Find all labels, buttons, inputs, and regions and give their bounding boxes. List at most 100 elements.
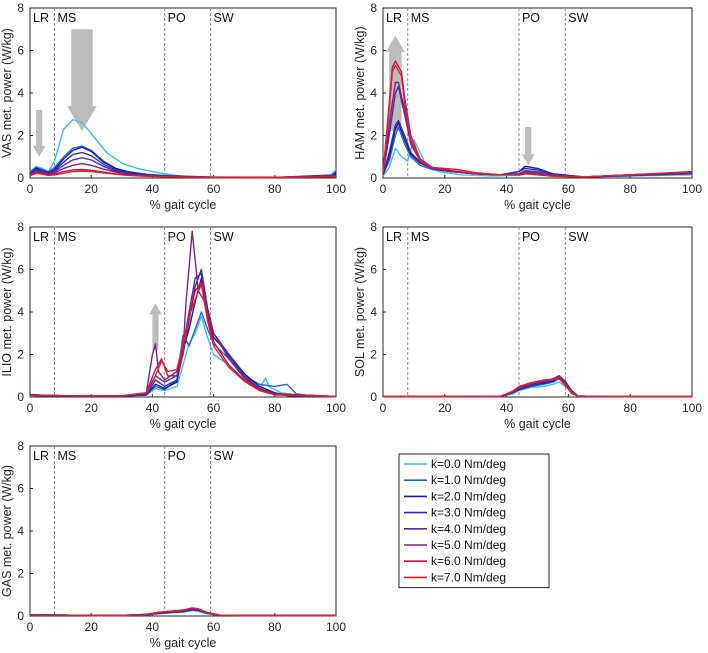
x-tick-label: 0	[27, 620, 34, 634]
x-tick-label: 20	[438, 182, 452, 196]
y-tick-label: 2	[370, 348, 377, 362]
x-tick-label: 60	[562, 401, 576, 415]
y-tick-label: 4	[17, 524, 24, 538]
y-axis-label: SOL met. power (W/kg)	[353, 247, 367, 377]
x-tick-label: 100	[682, 401, 702, 415]
x-tick-label: 80	[268, 620, 282, 634]
phase-label: SW	[214, 230, 234, 244]
y-tick-label: 0	[17, 609, 24, 623]
plot-area	[29, 445, 337, 617]
phase-label: MS	[57, 11, 76, 25]
y-tick-label: 4	[370, 86, 377, 100]
y-tick-label: 2	[370, 129, 377, 143]
phase-label: LR	[386, 11, 402, 25]
phase-label: SW	[568, 230, 588, 244]
phase-label: SW	[214, 449, 234, 463]
y-tick-label: 8	[370, 1, 377, 15]
y-axis-label: HAM met. power (W/kg)	[353, 26, 367, 159]
phase-label: LR	[33, 449, 49, 463]
y-tick-label: 0	[17, 390, 24, 404]
series-line-7	[382, 64, 693, 178]
x-tick-label: 20	[85, 182, 99, 196]
x-tick-label: 100	[326, 401, 346, 415]
x-tick-label: 20	[438, 401, 452, 415]
x-axis-label: % gait cycle	[150, 636, 217, 650]
phase-label: MS	[411, 11, 430, 25]
legend-label: k=7.0 Nm/deg	[431, 570, 506, 584]
phase-label: LR	[33, 230, 49, 244]
series-line-7	[29, 607, 336, 617]
y-tick-label: 2	[17, 129, 24, 143]
y-tick-label: 0	[370, 390, 377, 404]
x-tick-label: 80	[624, 182, 638, 196]
x-axis-label: % gait cycle	[150, 198, 217, 212]
series-line-7	[383, 378, 692, 398]
y-tick-label: 2	[17, 348, 24, 362]
legend-label: k=5.0 Nm/deg	[431, 538, 506, 552]
x-tick-label: 100	[326, 620, 346, 634]
y-tick-label: 4	[17, 86, 24, 100]
x-tick-label: 20	[85, 401, 99, 415]
x-axis-label: % gait cycle	[504, 198, 571, 212]
series-line-7	[29, 283, 337, 398]
panel-4: LR MS PO SW 0 20 40 60 80 100 0 2 4 6 8 % gait cycle SOL…	[353, 220, 702, 431]
plot-area	[382, 7, 693, 179]
y-tick-label: 8	[17, 220, 24, 234]
x-tick-label: 0	[380, 401, 387, 415]
panel-1: LR MS PO SW 0 20 40 60 80 100 0 2 4 6 8 % gait cycle VAS…	[0, 1, 346, 212]
x-tick-label: 60	[207, 401, 221, 415]
legend-label: k=3.0 Nm/deg	[431, 506, 506, 520]
legend: k=0.0 Nm/deg k=1.0 Nm/deg k=2.0 Nm/deg k=3.…	[398, 453, 550, 589]
x-tick-label: 0	[27, 401, 34, 415]
phase-label: SW	[568, 11, 588, 25]
x-tick-label: 80	[268, 182, 282, 196]
y-tick-label: 8	[17, 1, 24, 15]
legend-label: k=2.0 Nm/deg	[431, 489, 506, 503]
y-tick-label: 6	[17, 482, 24, 496]
x-tick-label: 40	[146, 401, 160, 415]
trend-arrow	[149, 303, 162, 351]
x-tick-label: 60	[207, 182, 221, 196]
x-tick-label: 0	[27, 182, 34, 196]
y-axis-label: ILIO met. power (W/kg)	[0, 247, 14, 376]
plot-area	[29, 226, 337, 398]
plot-area	[382, 226, 693, 398]
phase-label: PO	[522, 230, 540, 244]
legend-label: k=4.0 Nm/deg	[431, 522, 506, 536]
panel-5: LR MS PO SW 0 20 40 60 80 100 0 2 4 6 8 % gait cycle GAS…	[0, 439, 346, 650]
series-line-7	[29, 170, 337, 179]
y-tick-label: 4	[370, 305, 377, 319]
phase-label: PO	[168, 230, 186, 244]
x-axis-label: % gait cycle	[504, 417, 571, 431]
trend-arrow	[67, 29, 97, 132]
trend-arrow	[521, 127, 535, 166]
phase-label: SW	[214, 11, 234, 25]
y-tick-label: 4	[17, 305, 24, 319]
phase-label: MS	[57, 230, 76, 244]
y-tick-label: 8	[370, 220, 377, 234]
legend-label: k=0.0 Nm/deg	[431, 457, 506, 471]
legend-box	[398, 453, 550, 589]
x-tick-label: 80	[624, 401, 638, 415]
x-tick-label: 100	[326, 182, 346, 196]
y-axis-label: GAS met. power (W/kg)	[0, 465, 14, 597]
x-tick-label: 40	[146, 182, 160, 196]
x-axis-label: % gait cycle	[150, 417, 217, 431]
x-tick-label: 40	[500, 401, 514, 415]
x-tick-label: 100	[682, 182, 702, 196]
y-tick-label: 0	[17, 171, 24, 185]
panel-2: LR MS PO SW 0 20 40 60 80 100 0 2 4 6 8 % gait cycle HAM…	[353, 1, 702, 212]
phase-label: MS	[57, 449, 76, 463]
x-tick-label: 20	[85, 620, 99, 634]
y-tick-label: 6	[17, 263, 24, 277]
legend-label: k=1.0 Nm/deg	[431, 473, 506, 487]
phase-label: LR	[386, 230, 402, 244]
y-tick-label: 8	[17, 439, 24, 453]
trend-arrow	[32, 110, 46, 157]
x-tick-label: 0	[380, 182, 387, 196]
phase-label: PO	[522, 11, 540, 25]
phase-label: LR	[33, 11, 49, 25]
y-tick-label: 0	[370, 171, 377, 185]
x-tick-label: 40	[500, 182, 514, 196]
